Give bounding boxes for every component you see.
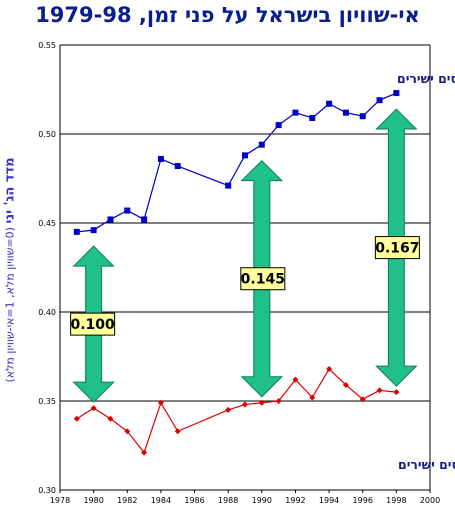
data-point bbox=[107, 415, 114, 422]
data-point bbox=[309, 394, 316, 401]
data-point bbox=[275, 398, 282, 404]
data-point bbox=[174, 163, 181, 170]
difference-label: 0.100 bbox=[70, 317, 115, 333]
x-tick-label: 1978 bbox=[50, 496, 70, 505]
bottom-series-label: מדד הג' יני אחריתשלומי העברה ומיסים ישיר… bbox=[398, 457, 455, 472]
series-labels: מדד הג' יני לפניתשלומי העברה ומיסים ישיר… bbox=[397, 71, 455, 472]
data-point bbox=[157, 155, 164, 162]
data-point bbox=[359, 113, 366, 120]
x-tick-label: 1980 bbox=[83, 496, 103, 505]
data-point bbox=[157, 399, 164, 406]
data-point bbox=[393, 90, 400, 97]
x-tick-label: 1996 bbox=[353, 496, 373, 505]
data-point bbox=[292, 109, 299, 116]
data-point bbox=[124, 428, 131, 435]
data-point bbox=[275, 122, 282, 129]
x-tick-label: 1984 bbox=[151, 496, 171, 505]
data-point bbox=[326, 365, 333, 372]
bottom-label-part-3: תשלומי העברה ומיסים ישירים bbox=[398, 457, 455, 472]
data-point bbox=[242, 152, 248, 159]
y-tick-label: 0.55 bbox=[38, 41, 56, 50]
x-tick-label: 1982 bbox=[117, 496, 137, 505]
data-point bbox=[141, 216, 148, 223]
data-point bbox=[376, 97, 383, 104]
difference-label: 0.145 bbox=[241, 272, 285, 288]
top-series-label: מדד הג' יני לפניתשלומי העברה ומיסים ישיר… bbox=[397, 71, 455, 86]
data-point bbox=[107, 216, 114, 223]
data-point bbox=[359, 396, 366, 403]
data-point bbox=[242, 401, 248, 408]
x-tick-label: 2000 bbox=[420, 496, 440, 505]
data-point bbox=[141, 449, 148, 456]
data-point bbox=[90, 227, 97, 234]
y-tick-label: 0.45 bbox=[38, 219, 56, 228]
y-tick-label: 0.50 bbox=[38, 130, 56, 139]
y-tick-label: 0.40 bbox=[38, 308, 56, 317]
data-point bbox=[309, 114, 316, 121]
x-tick-label: 1994 bbox=[319, 496, 339, 505]
difference-label-box bbox=[240, 267, 286, 291]
y-tick-label: 0.30 bbox=[38, 486, 56, 495]
data-point bbox=[342, 381, 349, 388]
data-point bbox=[73, 415, 80, 422]
data-point bbox=[90, 405, 97, 412]
data-point bbox=[174, 428, 181, 435]
series bbox=[73, 90, 400, 456]
chart-title: אי-שוויון בישראל על פני זמן, 1979-98 bbox=[35, 3, 420, 27]
axes: 0.30 0.35 0.40 0.45 0.50 0.55 1978 1980 1982 1984… bbox=[38, 41, 440, 505]
difference-label-box bbox=[70, 312, 116, 336]
y-tick-label: 0.35 bbox=[38, 397, 56, 406]
x-tick-label: 1992 bbox=[285, 496, 305, 505]
data-point bbox=[342, 109, 349, 116]
x-tick-label: 1998 bbox=[386, 496, 406, 505]
top-label-part-2: תשלומי העברה ומיסים ישירים bbox=[397, 71, 455, 86]
data-point bbox=[258, 399, 265, 406]
data-point bbox=[225, 182, 232, 189]
x-tick-label: 1988 bbox=[218, 496, 238, 505]
data-point bbox=[393, 389, 400, 396]
data-point bbox=[124, 207, 131, 214]
x-tick-label: 1990 bbox=[252, 496, 272, 505]
data-point bbox=[258, 141, 265, 148]
difference-label: 0.167 bbox=[375, 241, 419, 257]
data-point bbox=[326, 100, 333, 107]
difference-arrows: 0.100 0.145 0.167 bbox=[70, 108, 420, 403]
data-point bbox=[292, 376, 299, 383]
data-point bbox=[225, 406, 232, 413]
data-point bbox=[73, 228, 80, 235]
difference-label-box bbox=[374, 236, 420, 260]
series-line-2 bbox=[76, 368, 397, 454]
x-tick-label: 1986 bbox=[184, 496, 204, 505]
data-point bbox=[376, 387, 383, 394]
